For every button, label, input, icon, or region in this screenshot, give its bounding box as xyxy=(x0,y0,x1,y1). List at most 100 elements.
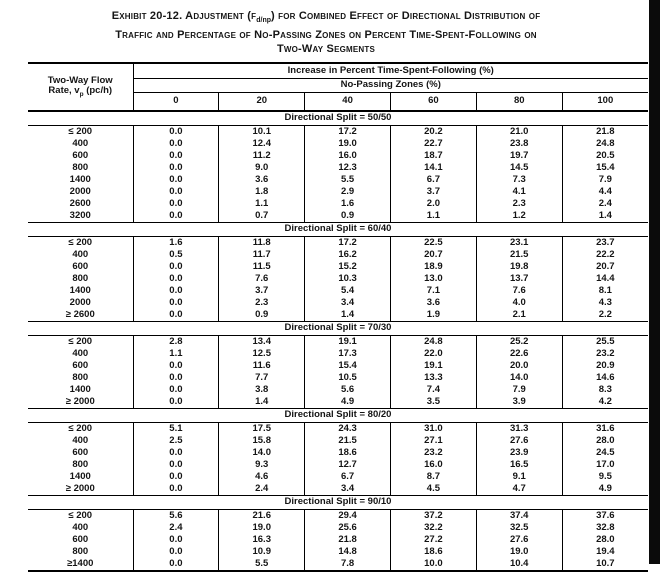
adjustment-value-cell: 37.4 xyxy=(475,509,563,522)
adjustment-value-cell: 16.0 xyxy=(389,459,477,471)
adjustment-factor-table: Two-Way Flow Rate, vp (pc/h) Increase in… xyxy=(28,62,648,572)
table-row: 1400 0.0 4.6 6.7 8.7 9.1 9.5 xyxy=(28,471,648,483)
adjustment-value-cell: 6.7 xyxy=(389,174,477,186)
adjustment-value-cell: 3.6 xyxy=(389,297,477,309)
scan-edge-band xyxy=(649,0,660,564)
table-row: ≤ 200 2.8 13.4 19.1 24.8 25.2 25.5 xyxy=(28,335,648,348)
adjustment-value-cell: 28.0 xyxy=(561,435,648,447)
adjustment-value-cell: 13.7 xyxy=(475,273,563,285)
adjustment-value-cell: 6.7 xyxy=(304,471,391,483)
adjustment-value-cell: 19.0 xyxy=(304,138,391,150)
table-row: 600 0.0 11.6 15.4 19.1 20.0 20.9 xyxy=(28,360,648,372)
adjustment-value-cell: 23.9 xyxy=(475,447,563,459)
adjustment-value-cell: 21.8 xyxy=(561,125,648,138)
adjustment-value-cell: 11.5 xyxy=(218,261,305,273)
table-row: 800 0.0 7.7 10.5 13.3 14.0 14.6 xyxy=(28,372,648,384)
adjustment-value-cell: 2.8 xyxy=(132,335,219,348)
adjustment-value-cell: 17.0 xyxy=(561,459,648,471)
table-row: ≤ 200 5.1 17.5 24.3 31.0 31.3 31.6 xyxy=(28,422,648,435)
table-row: 2600 0.0 1.1 1.6 2.0 2.3 2.4 xyxy=(28,198,648,210)
table-row: 400 2.5 15.8 21.5 27.1 27.6 28.0 xyxy=(28,435,648,447)
adjustment-value-cell: 0.0 xyxy=(132,546,219,558)
adjustment-value-cell: 1.9 xyxy=(389,309,477,322)
adjustment-value-cell: 0.0 xyxy=(132,297,219,309)
adjustment-value-cell: 2.4 xyxy=(561,198,648,210)
exhibit-title: Exhibit 20-12. Adjustment (fd/np) for Co… xyxy=(6,9,646,56)
adjustment-value-cell: 7.8 xyxy=(304,558,391,571)
adjustment-value-cell: 0.0 xyxy=(132,459,219,471)
adjustment-value-cell: 23.1 xyxy=(475,236,563,249)
section-banner-row: Directional Split = 80/20 xyxy=(28,408,648,423)
adjustment-value-cell: 24.5 xyxy=(561,447,648,459)
adjustment-value-cell: 0.9 xyxy=(218,309,305,322)
adjustment-value-cell: 20.0 xyxy=(475,360,563,372)
flow-rate-cell: 800 xyxy=(28,273,134,285)
adjustment-value-cell: 0.0 xyxy=(132,210,219,223)
adjustment-value-cell: 13.0 xyxy=(389,273,477,285)
adjustment-value-cell: 9.5 xyxy=(561,471,648,483)
adjustment-value-cell: 0.0 xyxy=(132,198,219,210)
column-header-0: 0 xyxy=(132,92,219,112)
flow-rate-cell: 2000 xyxy=(28,186,134,198)
flow-rate-cell: ≤ 200 xyxy=(28,335,134,348)
flow-rate-cell: 800 xyxy=(28,546,134,558)
adjustment-value-cell: 5.5 xyxy=(218,558,305,571)
adjustment-value-cell: 15.2 xyxy=(304,261,391,273)
table-row: ≤ 200 1.6 11.8 17.2 22.5 23.1 23.7 xyxy=(28,236,648,249)
adjustment-value-cell: 4.5 xyxy=(389,483,477,496)
adjustment-value-cell: 0.0 xyxy=(132,150,219,162)
adjustment-value-cell: 14.0 xyxy=(218,447,305,459)
adjustment-value-cell: 12.4 xyxy=(218,138,305,150)
adjustment-value-cell: 0.0 xyxy=(132,534,219,546)
adjustment-value-cell: 0.0 xyxy=(132,396,219,409)
adjustment-value-cell: 22.6 xyxy=(475,348,563,360)
adjustment-value-cell: 4.9 xyxy=(561,483,648,496)
adjustment-value-cell: 18.6 xyxy=(304,447,391,459)
flow-rate-cell: 600 xyxy=(28,360,134,372)
flow-rate-cell: 1400 xyxy=(28,384,134,396)
adjustment-value-cell: 4.7 xyxy=(475,483,563,496)
adjustment-value-cell: 10.3 xyxy=(304,273,391,285)
adjustment-value-cell: 12.7 xyxy=(304,459,391,471)
adjustment-value-cell: 9.1 xyxy=(475,471,563,483)
adjustment-value-cell: 15.4 xyxy=(304,360,391,372)
adjustment-value-cell: 10.0 xyxy=(389,558,477,571)
column-header-60: 60 xyxy=(389,92,477,112)
flow-rate-cell: 800 xyxy=(28,162,134,174)
adjustment-value-cell: 3.5 xyxy=(389,396,477,409)
adjustment-value-cell: 21.5 xyxy=(475,249,563,261)
adjustment-value-cell: 21.8 xyxy=(304,534,391,546)
adjustment-value-cell: 22.2 xyxy=(561,249,648,261)
adjustment-value-cell: 28.0 xyxy=(561,534,648,546)
adjustment-value-cell: 14.6 xyxy=(561,372,648,384)
flow-rate-cell: 400 xyxy=(28,435,134,447)
adjustment-value-cell: 14.8 xyxy=(304,546,391,558)
flow-rate-cell: ≤ 200 xyxy=(28,422,134,435)
adjustment-value-cell: 21.0 xyxy=(475,125,563,138)
table-row: 400 0.5 11.7 16.2 20.7 21.5 22.2 xyxy=(28,249,648,261)
no-passing-zones-header: No-Passing Zones (%) xyxy=(133,78,648,93)
adjustment-value-cell: 1.4 xyxy=(218,396,305,409)
flow-rate-cell: 800 xyxy=(28,459,134,471)
adjustment-value-cell: 3.4 xyxy=(304,483,391,496)
adjustment-value-cell: 15.4 xyxy=(561,162,648,174)
directional-split-banner: Directional Split = 90/10 xyxy=(28,495,648,510)
column-header-20: 20 xyxy=(218,92,305,112)
adjustment-value-cell: 11.6 xyxy=(218,360,305,372)
adjustment-value-cell: 18.9 xyxy=(389,261,477,273)
table-row: 800 0.0 10.9 14.8 18.6 19.0 19.4 xyxy=(28,546,648,558)
adjustment-value-cell: 11.2 xyxy=(218,150,305,162)
title-line-1: Exhibit 20-12. Adjustment (fd/np) for Co… xyxy=(6,9,646,28)
section-banner-row: Directional Split = 60/40 xyxy=(28,222,648,237)
adjustment-value-cell: 21.5 xyxy=(304,435,391,447)
adjustment-value-cell: 8.3 xyxy=(561,384,648,396)
adjustment-value-cell: 8.7 xyxy=(389,471,477,483)
adjustment-value-cell: 27.6 xyxy=(475,534,563,546)
adjustment-value-cell: 3.7 xyxy=(218,285,305,297)
flow-rate-header-line2: Rate, v xyxy=(48,85,80,97)
adjustment-value-cell: 1.6 xyxy=(304,198,391,210)
flow-rate-cell: 800 xyxy=(28,372,134,384)
adjustment-value-cell: 9.0 xyxy=(218,162,305,174)
adjustment-value-cell: 16.0 xyxy=(304,150,391,162)
table-row: 800 0.0 9.0 12.3 14.1 14.5 15.4 xyxy=(28,162,648,174)
